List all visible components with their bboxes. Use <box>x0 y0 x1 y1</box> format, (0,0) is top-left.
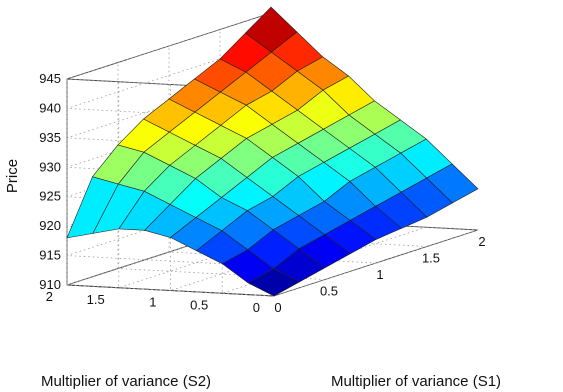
x-axis-label: Multiplier of variance (S1) <box>331 373 501 390</box>
z-axis-label: Price <box>4 159 21 193</box>
y-tick-label: 1.5 <box>87 292 105 307</box>
z-tick-label: 925 <box>39 189 61 204</box>
y-tick-label: 1 <box>149 295 156 310</box>
z-tick-label: 935 <box>39 130 61 145</box>
x-tick-label: 1 <box>376 267 383 282</box>
z-tick-label: 945 <box>39 71 61 86</box>
z-tick-label: 910 <box>39 277 61 292</box>
x-gridline <box>66 79 275 297</box>
x-tick-label: 1.5 <box>422 251 440 266</box>
z-tick-label: 915 <box>39 248 61 263</box>
x-tick-label: 0.5 <box>320 284 338 299</box>
surface-plot <box>66 6 479 297</box>
x-gridline <box>168 46 377 264</box>
axis-ticks: 910 915 920 925 930 935 940 945 0 0.5 1 1.5 2 0 0.5 1 1.… <box>39 71 485 315</box>
surface-patch <box>426 163 479 204</box>
z-tick-label: 920 <box>39 218 61 233</box>
z-tick-label: 940 <box>39 100 61 115</box>
y-axis-label: Multiplier of variance (S2) <box>41 373 211 390</box>
y-tick-label: 0.5 <box>190 297 208 312</box>
z-gridline <box>66 12 275 91</box>
y-gridline <box>66 79 272 286</box>
x-gridline <box>117 62 326 280</box>
x-tick-label: 0 <box>274 300 281 315</box>
y-tick-label: 2 <box>46 289 53 304</box>
z-tick-label: 930 <box>39 159 61 174</box>
z-gridline <box>66 71 275 150</box>
x-tick-label: 2 <box>478 234 485 249</box>
y-tick-label: 0 <box>253 300 260 315</box>
